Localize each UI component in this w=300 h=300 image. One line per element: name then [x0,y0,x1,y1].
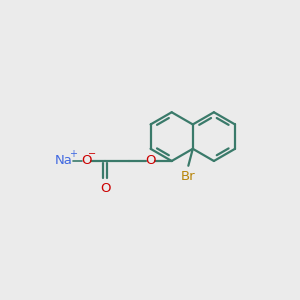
Text: O: O [145,154,155,167]
Text: +: + [69,149,77,160]
Text: O: O [100,182,110,195]
Text: Na: Na [55,154,73,167]
Text: −: − [88,149,96,160]
Text: Br: Br [181,170,196,183]
Text: O: O [81,154,92,167]
